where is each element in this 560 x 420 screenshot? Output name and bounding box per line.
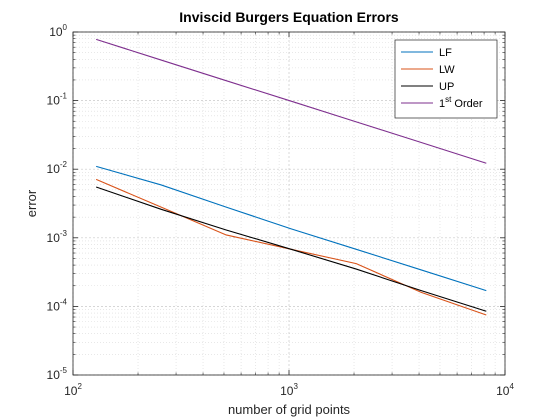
legend-label-2: UP (439, 81, 454, 93)
y-tick-exponent: -5 (60, 366, 68, 375)
series-layer (95, 38, 487, 316)
y-tick-base: 10 (47, 94, 61, 108)
x-axis-label: number of grid points (228, 402, 351, 417)
x-tick-exponent: 2 (77, 382, 82, 391)
x-tick-exponent: 3 (293, 382, 298, 391)
y-tick-base: 10 (47, 162, 61, 176)
y-tick-exponent: -1 (60, 92, 68, 101)
legend-superscript: st (445, 95, 452, 104)
y-axis-label: error (24, 189, 39, 217)
legend-name: 1 (439, 98, 445, 110)
x-tick-label: 103 (280, 382, 298, 398)
y-tick-exponent: -4 (60, 297, 68, 306)
legend-name: UP (439, 81, 454, 93)
legend-suffix: Order (451, 98, 483, 110)
legend-box (394, 39, 498, 119)
y-tick-label: 10-2 (47, 160, 68, 176)
chart-title: Inviscid Burgers Equation Errors (179, 9, 399, 25)
legend-name: LF (439, 47, 452, 59)
y-tick-base: 10 (49, 25, 63, 39)
y-tick-label: 10-5 (47, 366, 68, 382)
legend-name: LW (439, 64, 455, 76)
x-tick-label: 104 (496, 382, 514, 398)
legend-label-0: LF (439, 47, 452, 59)
legend: LF LW UP 1st Order (394, 39, 498, 119)
series-line-0 (96, 165, 487, 292)
series-line-2 (95, 186, 487, 312)
y-tick-base: 10 (47, 368, 61, 382)
y-tick-label: 100 (49, 23, 67, 39)
y-tick-exponent: -2 (60, 160, 68, 169)
y-tick-label: 10-3 (47, 229, 68, 245)
y-tick-exponent: -3 (60, 229, 68, 238)
y-tick-base: 10 (47, 299, 61, 313)
y-tick-label: 10-1 (47, 92, 68, 108)
x-tick-base: 10 (64, 384, 78, 398)
x-tick-base: 10 (280, 384, 294, 398)
axis-ticks (72, 31, 506, 376)
legend-label-3: 1st Order (439, 95, 483, 110)
series-line-3 (95, 38, 487, 164)
y-tick-label: 10-4 (47, 297, 68, 313)
y-tick-exponent: 0 (63, 23, 68, 32)
x-tick-exponent: 4 (509, 382, 514, 391)
x-tick-label: 102 (64, 382, 82, 398)
legend-label-1: LW (439, 64, 455, 76)
x-tick-base: 10 (496, 384, 510, 398)
y-tick-base: 10 (47, 231, 61, 245)
